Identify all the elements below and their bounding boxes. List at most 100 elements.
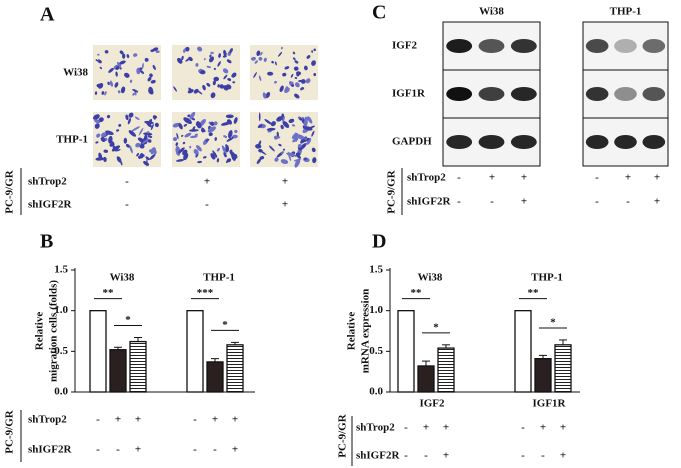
- cell: [263, 57, 267, 62]
- cell: [117, 90, 121, 94]
- cell: [125, 143, 130, 148]
- panel-letter: A: [40, 4, 55, 26]
- cell: [276, 131, 279, 138]
- cell: [208, 132, 213, 137]
- treatment-mark: +: [282, 199, 288, 211]
- treatment-mark: -: [116, 444, 120, 456]
- cell: [299, 143, 307, 151]
- cell: [139, 144, 145, 149]
- cell: [176, 159, 185, 162]
- cell: [305, 78, 311, 84]
- cell: [258, 56, 263, 61]
- cell: [217, 84, 220, 88]
- cell: [210, 92, 216, 99]
- treatment-mark: +: [232, 444, 238, 456]
- cell: [98, 83, 104, 89]
- cell: [223, 49, 227, 57]
- cell: [94, 119, 101, 124]
- cell: [267, 71, 274, 76]
- band: [478, 39, 505, 53]
- cell: [303, 126, 313, 131]
- cell: [256, 158, 262, 164]
- treatment-name: shIGF2R: [28, 444, 72, 456]
- treatment-mark: -: [205, 199, 209, 211]
- cell: [293, 66, 299, 71]
- treatment-mark: -: [541, 450, 545, 462]
- treatment-mark: -: [521, 450, 525, 462]
- cell: [184, 132, 192, 138]
- cell: [292, 51, 296, 55]
- cell: [292, 137, 299, 143]
- cell: [280, 46, 283, 50]
- cell: [188, 56, 193, 62]
- y-axis-label: Relative: [34, 312, 46, 351]
- cell: [189, 129, 199, 132]
- cell: [306, 137, 312, 145]
- cell: [129, 79, 133, 83]
- cell: [234, 129, 238, 134]
- cell: [227, 78, 232, 82]
- cell: [108, 67, 114, 73]
- cell: [282, 121, 290, 128]
- cell: [203, 58, 206, 61]
- cell: [296, 134, 306, 140]
- cell: [100, 137, 106, 143]
- cell: [183, 152, 189, 161]
- cell: [152, 64, 156, 70]
- treatment-mark: +: [212, 414, 218, 426]
- y-tick-label: 1.0: [54, 304, 68, 316]
- cell: [265, 91, 271, 99]
- treatment-mark: +: [489, 172, 495, 184]
- treatment-mark: +: [540, 422, 546, 434]
- bar: [109, 349, 127, 393]
- cell: [223, 74, 228, 80]
- cell: [138, 155, 141, 159]
- cell: [134, 116, 140, 121]
- treatment-mark: +: [654, 172, 660, 184]
- cell: [217, 61, 221, 67]
- cell: [288, 118, 295, 124]
- panel-letter: B: [40, 231, 53, 253]
- band: [585, 135, 609, 149]
- cell: [298, 80, 304, 83]
- cell: [132, 92, 135, 96]
- group-label: THP-1: [531, 272, 563, 284]
- cell: [116, 129, 120, 132]
- cell: [201, 128, 205, 133]
- cell: [155, 50, 160, 53]
- treatment-mark: +: [560, 450, 566, 462]
- cell: [206, 65, 211, 69]
- cell: [304, 116, 308, 120]
- cell: [206, 82, 211, 87]
- y-tick-label: 0.5: [369, 345, 383, 357]
- cell: [183, 48, 187, 53]
- cell: [150, 123, 154, 131]
- panel-letter: D: [372, 231, 386, 253]
- cell: [189, 135, 198, 139]
- y-tick-label: 0.0: [54, 386, 68, 398]
- cell: [276, 116, 283, 122]
- cell: [98, 152, 103, 160]
- cell: [152, 47, 159, 52]
- cell: [313, 48, 316, 52]
- band: [642, 135, 666, 149]
- cell: [142, 62, 144, 69]
- treatment-mark: +: [521, 172, 527, 184]
- cell: [148, 86, 154, 94]
- cell: [312, 157, 317, 164]
- row-label: GAPDH: [392, 136, 432, 148]
- bar: [397, 310, 415, 393]
- cell: [124, 72, 130, 78]
- treatment-group-label: PC-9/GR: [386, 169, 398, 213]
- cell: [109, 80, 114, 87]
- bar: [554, 344, 572, 393]
- treatment-mark: -: [193, 414, 197, 426]
- treatment-mark: -: [595, 196, 599, 208]
- cell: [141, 153, 145, 157]
- cell: [110, 141, 115, 147]
- cell: [216, 158, 220, 163]
- cell: [219, 84, 224, 89]
- cell: [313, 72, 317, 77]
- cell: [311, 147, 316, 153]
- cell: [226, 86, 231, 90]
